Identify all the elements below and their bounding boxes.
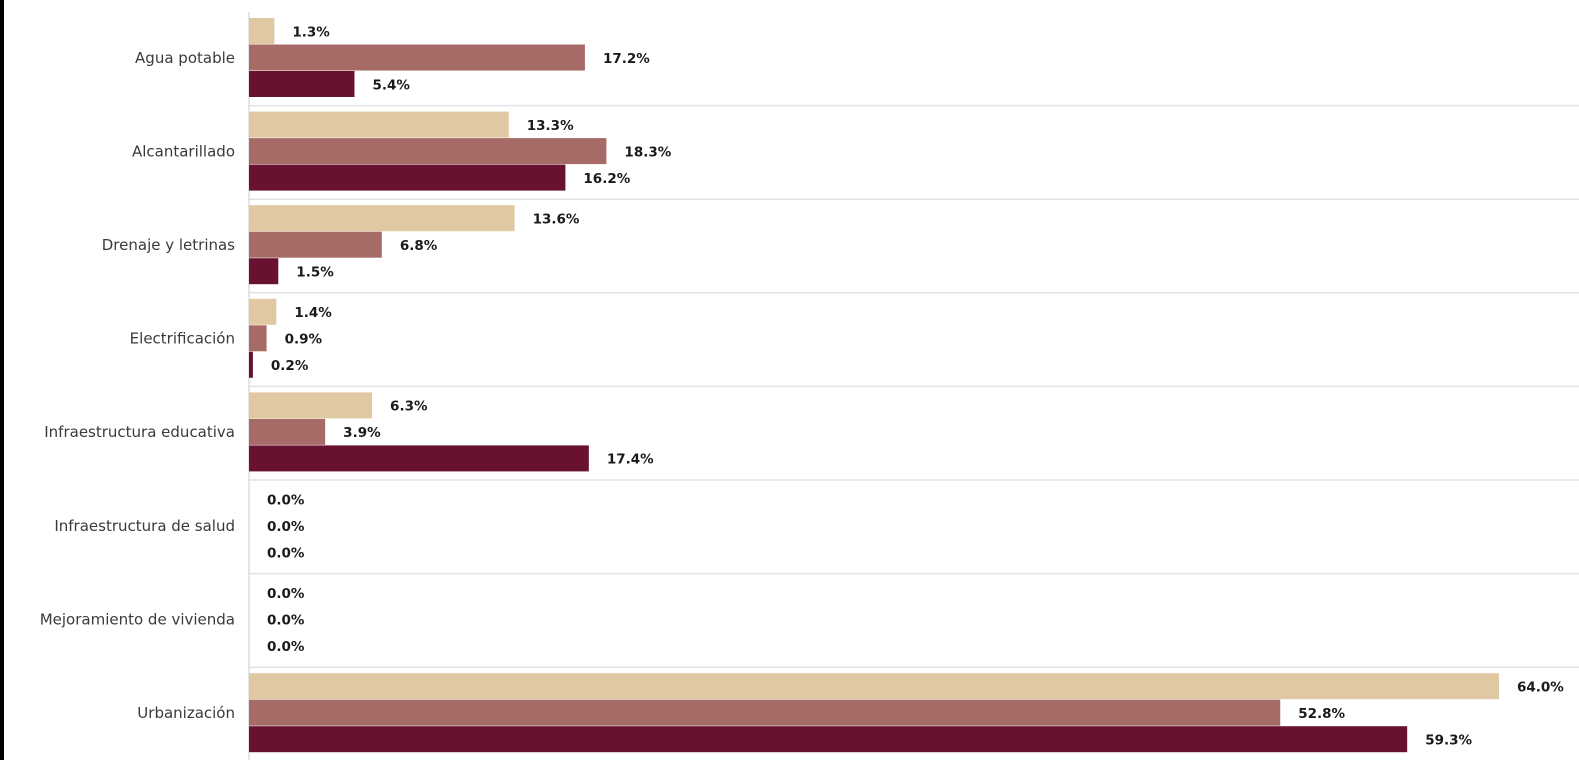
value-label: 0.0% [267,612,305,628]
bar [249,445,589,472]
bar [249,325,267,352]
bar [249,392,373,419]
bar [249,673,1499,700]
value-label: 18.3% [624,144,671,160]
bar [249,44,585,71]
category-label: Mejoramiento de vivienda [40,610,235,628]
bar [249,164,566,191]
value-label: 1.3% [292,24,330,40]
value-labels: 1.3% 17.2% 5.4% 13.3% 18.3% 16.2% 13.6% 6.8% 1.5… [267,24,1564,748]
bar [249,418,326,445]
bar [249,111,509,138]
category-label: Infraestructura de salud [54,517,235,535]
category-label: Electrificación [130,330,235,348]
bar [249,138,607,165]
value-label: 17.4% [607,452,654,468]
bar [249,726,1408,753]
value-label: 0.9% [285,332,323,348]
category-label: Infraestructura educativa [44,423,235,441]
category-label: Drenaje y letrinas [102,236,235,254]
category-labels: Agua potable Alcantarillado Drenaje y letr… [40,49,235,722]
bar-series [249,18,1499,753]
bar [249,205,515,232]
value-label: 0.2% [271,358,309,374]
value-label: 0.0% [267,586,305,602]
category-label: Alcantarillado [132,142,235,160]
value-label: 13.3% [527,118,574,134]
value-label: 16.2% [583,171,630,187]
bar [249,351,253,378]
value-label: 3.9% [343,425,381,441]
category-separators [249,104,1579,668]
value-label: 0.0% [267,492,305,508]
value-label: 13.6% [533,211,580,227]
value-label: 6.8% [400,238,438,254]
grouped-bar-chart: 1.3% 17.2% 5.4% 13.3% 18.3% 16.2% 13.6% 6.8% 1.5… [40,12,1579,760]
bar [249,231,382,258]
bar [249,258,279,285]
value-label: 5.4% [372,77,410,93]
category-label: Urbanización [137,704,235,722]
category-label: Agua potable [135,49,235,67]
value-label: 64.0% [1517,679,1564,695]
bar [249,71,355,97]
value-label: 1.5% [296,264,334,280]
value-label: 59.3% [1425,732,1472,748]
value-label: 0.0% [267,639,305,655]
value-label: 6.3% [390,399,428,415]
bar [249,298,277,325]
value-label: 1.4% [294,305,332,321]
value-label: 52.8% [1298,706,1345,722]
value-label: 0.0% [267,519,305,535]
value-label: 17.2% [603,51,650,67]
value-label: 0.0% [267,545,305,561]
bar [249,18,275,44]
bar [249,699,1281,726]
